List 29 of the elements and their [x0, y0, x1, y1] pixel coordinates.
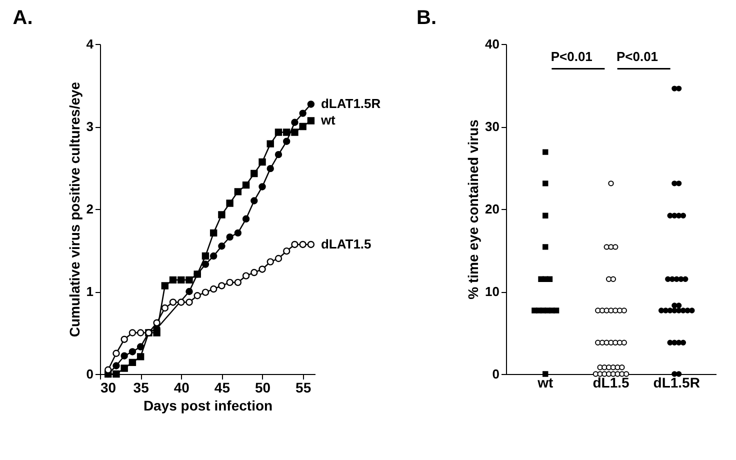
x-tick-label: 35: [133, 380, 150, 396]
y-tick-label: 40: [485, 36, 500, 52]
y-axis-title: % time eye contained virus: [465, 119, 482, 300]
series-label: wt: [320, 112, 336, 128]
y-tick-label: 3: [86, 119, 94, 134]
y-tick-label: 1: [86, 284, 94, 299]
chart-title: A.: [12, 7, 33, 29]
x-tick-label: wt: [536, 374, 554, 390]
y-tick-label: 30: [485, 119, 500, 134]
y-tick-label: 2: [86, 202, 94, 216]
series-label: dLAT1.5R: [320, 96, 382, 112]
x-tick-label: dL1.5R: [653, 374, 700, 390]
x-tick-label: 50: [254, 380, 271, 396]
y-tick-label: 0: [492, 366, 500, 382]
x-axis-title: Days post infection: [143, 398, 273, 414]
x-tick-label: 40: [174, 380, 190, 396]
x-tick-label: dL1.5: [592, 374, 630, 390]
x-tick-label: 55: [296, 380, 312, 396]
y-tick-label: 4: [86, 36, 94, 52]
x-tick-label: 45: [214, 380, 230, 396]
y-axis-title: Cumulative virus positive cultures/eye: [66, 82, 82, 338]
x-tick-label: 30: [100, 380, 116, 396]
annotation: P<0.01: [550, 48, 592, 64]
y-tick-label: 10: [485, 284, 500, 299]
chart-title: B.: [416, 7, 437, 29]
series-label: dLAT1.5: [320, 236, 372, 252]
y-tick-label: 20: [485, 202, 500, 216]
annotation: P<0.01: [616, 48, 658, 64]
y-tick-label: 0: [86, 366, 94, 382]
